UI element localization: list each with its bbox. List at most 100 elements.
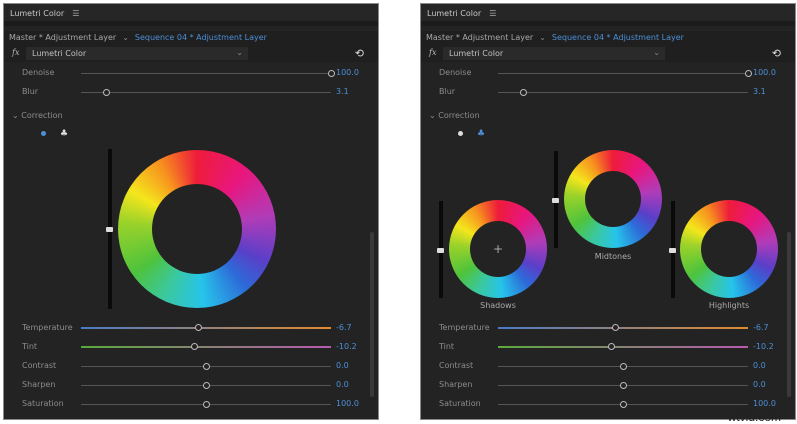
slider-saturation: Saturation 100.0 [4, 399, 378, 411]
three-wheel-view-icon[interactable]: ♣ [60, 129, 69, 139]
slider-value[interactable]: 0.0 [753, 380, 766, 389]
wheel-center[interactable] [585, 171, 641, 227]
slider-track[interactable] [81, 363, 331, 370]
clip-tabs: Master * Adjustment Layer ⌄ Sequence 04 * … [421, 31, 795, 46]
wheel-label: Midtones [594, 252, 632, 261]
wheel-label: Shadows [480, 301, 516, 310]
three-wheel-view-icon[interactable]: ♣ [477, 129, 486, 139]
slider-track[interactable] [498, 89, 748, 96]
slider-thumb[interactable] [191, 343, 199, 350]
slider-label: Tint [22, 342, 38, 351]
luma-slider[interactable] [552, 151, 559, 248]
slider-value[interactable]: -10.2 [336, 342, 357, 351]
luma-slider-handle[interactable] [552, 197, 559, 203]
slider-thumb[interactable] [519, 89, 527, 96]
slider-thumb[interactable] [202, 382, 210, 389]
luma-slider[interactable] [106, 149, 113, 309]
wheel-center[interactable] [701, 221, 757, 277]
slider-label: Contrast [439, 361, 474, 370]
slider-tint: Tint -10.2 [421, 342, 795, 354]
slider-value[interactable]: 0.0 [753, 361, 766, 370]
slider-blur: Blur 3.1 [421, 87, 795, 99]
slider-thumb[interactable] [619, 363, 627, 370]
slider-track[interactable] [498, 70, 752, 77]
slider-track[interactable] [81, 401, 331, 408]
tab-sequence[interactable]: Sequence 04 * Adjustment Layer [551, 33, 684, 42]
slider-label: Tint [439, 342, 455, 351]
slider-track[interactable] [81, 382, 331, 389]
effect-select[interactable]: Lumetri Color ⌄ [443, 47, 665, 60]
slider-contrast: Contrast 0.0 [4, 361, 378, 373]
luma-slider-handle[interactable] [106, 227, 113, 232]
tab-sequence[interactable]: Sequence 04 * Adjustment Layer [134, 33, 267, 42]
single-wheel-view-icon[interactable] [41, 131, 46, 136]
slider-value[interactable]: -6.7 [753, 323, 769, 332]
slider-value[interactable]: 100.0 [336, 399, 359, 408]
slider-thumb[interactable] [612, 324, 619, 331]
slider-value[interactable]: 0.0 [336, 380, 349, 389]
slider-track[interactable] [81, 89, 331, 96]
effect-row: fx Lumetri Color ⌄ ⟲ [421, 46, 795, 62]
slider-label: Sharpen [439, 380, 473, 389]
chevron-down-icon: ⌄ [236, 48, 243, 57]
effect-select[interactable]: Lumetri Color ⌄ [26, 47, 248, 60]
chevron-down-icon[interactable]: ⌄ [539, 33, 546, 42]
slider-value[interactable]: 3.1 [753, 87, 766, 96]
scrollbar[interactable] [370, 232, 374, 397]
slider-sharpen: Sharpen 0.0 [421, 380, 795, 392]
panel-titlebar: Lumetri Color ☰ [4, 4, 378, 26]
slider-value[interactable]: 0.0 [336, 361, 349, 370]
slider-track[interactable] [498, 324, 748, 331]
slider-thumb[interactable] [102, 89, 110, 96]
luma-slider-handle[interactable] [437, 247, 444, 253]
tab-master[interactable]: Master * Adjustment Layer [426, 33, 534, 42]
slider-thumb[interactable] [619, 401, 627, 408]
slider-thumb[interactable] [744, 70, 752, 77]
slider-value[interactable]: 3.1 [336, 87, 349, 96]
reset-icon[interactable]: ⟲ [354, 47, 364, 60]
wheel-center[interactable] [470, 221, 526, 277]
luma-slider[interactable] [669, 201, 676, 298]
hamburger-icon[interactable]: ☰ [489, 9, 497, 18]
hamburger-icon[interactable]: ☰ [72, 9, 80, 18]
slider-track[interactable] [81, 70, 335, 77]
wheel-center[interactable] [152, 184, 242, 274]
lumetri-panel: Lumetri Color ☰ Master * Adjustment Layer… [420, 3, 796, 420]
slider-sharpen: Sharpen 0.0 [4, 380, 378, 392]
crosshair-icon: + [492, 242, 504, 256]
section-correction[interactable]: ⌄ Correction [12, 111, 63, 120]
slider-value[interactable]: 100.0 [336, 68, 359, 77]
chevron-down-icon: ⌄ [653, 48, 660, 57]
slider-thumb[interactable] [202, 363, 210, 370]
slider-track[interactable] [498, 363, 748, 370]
slider-label: Saturation [22, 399, 64, 408]
luma-slider[interactable] [437, 201, 444, 298]
section-correction[interactable]: ⌄ Correction [429, 111, 480, 120]
slider-thumb[interactable] [608, 343, 616, 350]
slider-value[interactable]: 100.0 [753, 399, 776, 408]
slider-denoise: Denoise 100.0 [421, 68, 795, 80]
tab-master[interactable]: Master * Adjustment Layer [9, 33, 117, 42]
slider-track[interactable] [498, 343, 748, 350]
single-wheel-view-icon[interactable] [458, 131, 463, 136]
slider-track[interactable] [498, 401, 748, 408]
slider-label: Denoise [439, 68, 472, 77]
panel-title: Lumetri Color [427, 9, 482, 18]
panel-title: Lumetri Color [10, 9, 65, 18]
slider-thumb[interactable] [202, 401, 210, 408]
slider-value[interactable]: -10.2 [753, 342, 774, 351]
scrollbar[interactable] [787, 232, 791, 397]
reset-icon[interactable]: ⟲ [771, 47, 781, 60]
slider-thumb[interactable] [327, 70, 335, 77]
slider-value[interactable]: 100.0 [753, 68, 776, 77]
luma-slider-handle[interactable] [669, 247, 676, 253]
slider-track[interactable] [81, 343, 331, 350]
slider-track[interactable] [498, 382, 748, 389]
slider-thumb[interactable] [619, 382, 627, 389]
slider-value[interactable]: -6.7 [336, 323, 352, 332]
slider-temperature: Temperature -6.7 [421, 323, 795, 335]
chevron-down-icon[interactable]: ⌄ [122, 33, 129, 42]
slider-thumb[interactable] [195, 324, 202, 331]
slider-track[interactable] [81, 324, 331, 331]
section-title: Correction [438, 111, 480, 120]
